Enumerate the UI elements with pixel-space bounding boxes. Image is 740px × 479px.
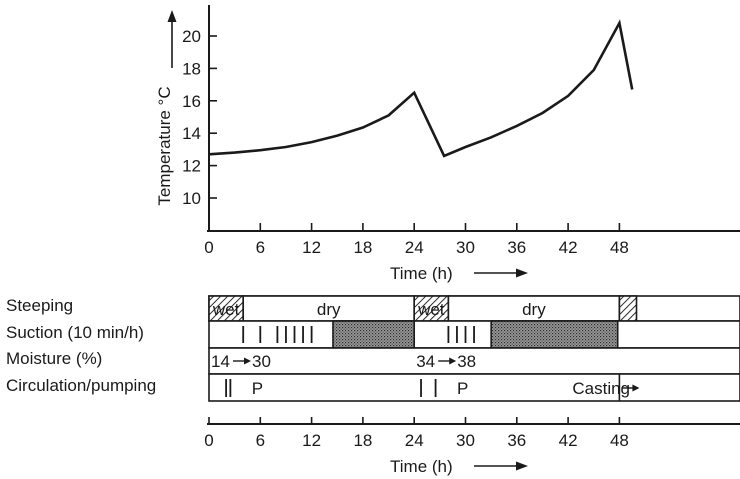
y-tick-label: 10 xyxy=(182,189,201,208)
y-tick-label: 16 xyxy=(182,92,201,111)
steeping-segment-label: dry xyxy=(522,300,546,319)
x-tick-label: 48 xyxy=(610,238,629,257)
y-tick-label: 12 xyxy=(182,157,201,176)
moisture-arrow-head xyxy=(244,357,251,365)
x-tick-label: 30 xyxy=(456,431,475,450)
y-tick-label: 18 xyxy=(182,59,201,78)
x-tick-label: 6 xyxy=(256,431,265,450)
process-bars: wet dry wet dry 14 30 34 38 P P Casting xyxy=(208,295,740,402)
circulation-text-mark: P xyxy=(252,379,263,398)
x-tick-label: 0 xyxy=(204,238,213,257)
steeping-segment xyxy=(618,295,638,322)
x-axis-label-top: Time (h) xyxy=(390,264,453,283)
circulation-text-mark: Casting xyxy=(572,379,630,398)
x-tick-label: 18 xyxy=(353,431,372,450)
x-axis-top: 0 6 12 18 24 30 36 42 48 Time (h) xyxy=(204,223,740,283)
moisture-from-value: 14 xyxy=(211,352,230,371)
x-tick-label: 24 xyxy=(405,238,424,257)
y-tick-label: 20 xyxy=(182,27,201,46)
suction-continuous-block xyxy=(490,320,619,349)
moisture-to-value: 38 xyxy=(457,352,476,371)
steeping-segment xyxy=(447,295,621,322)
x-tick-label: 42 xyxy=(559,238,578,257)
y-axis-arrow-head xyxy=(167,10,177,22)
y-tick-label: 14 xyxy=(182,124,201,143)
y-axis-label: Temperature °C xyxy=(155,86,174,205)
x-tick-label: 48 xyxy=(610,431,629,450)
moisture-arrow-head xyxy=(449,357,457,365)
steeping-segment xyxy=(208,295,245,322)
x-tick-label: 12 xyxy=(302,238,321,257)
suction-continuous-block xyxy=(332,320,416,349)
x-tick-label: 36 xyxy=(507,431,526,450)
x-tick-label: 18 xyxy=(353,238,372,257)
x-axis-bottom: 0 6 12 18 24 30 36 42 48 Time (h) xyxy=(204,417,740,476)
moisture-to-value: 30 xyxy=(252,352,271,371)
x-tick-label: 12 xyxy=(302,431,321,450)
steeping-segment xyxy=(242,295,415,322)
x-tick-label: 30 xyxy=(456,238,475,257)
row-label-circulation: Circulation/pumping xyxy=(6,376,156,395)
steeping-segment xyxy=(413,295,450,322)
circulation-text-mark: P xyxy=(457,379,468,398)
casting-arrow-head xyxy=(632,384,640,392)
row-label-suction: Suction (10 min/h) xyxy=(6,323,144,342)
process-row-labels: Steeping Suction (10 min/h) Moisture (%)… xyxy=(6,296,156,395)
temperature-series-line xyxy=(208,19,634,158)
x-tick-label: 0 xyxy=(204,431,213,450)
moisture-from-value: 34 xyxy=(416,352,435,371)
x-tick-label: 42 xyxy=(559,431,578,450)
x-tick-label: 36 xyxy=(507,238,526,257)
x-axis-arrow-top xyxy=(474,268,528,278)
moisture-row-frame xyxy=(208,347,740,375)
circulation-row-frame xyxy=(208,373,740,402)
x-tick-label: 6 xyxy=(256,238,265,257)
x-tick-label: 24 xyxy=(405,431,424,450)
row-label-moisture: Moisture (%) xyxy=(6,349,102,368)
steeping-segment-label: wet xyxy=(212,300,240,319)
x-axis-arrow-bottom xyxy=(474,461,528,471)
row-label-steeping: Steeping xyxy=(6,296,73,315)
y-axis: 10 12 14 16 18 20 Temperature °C xyxy=(155,5,217,230)
x-axis-label-bottom: Time (h) xyxy=(390,457,453,476)
steeping-segment-label: wet xyxy=(417,300,445,319)
steeping-segment-label: dry xyxy=(317,300,341,319)
